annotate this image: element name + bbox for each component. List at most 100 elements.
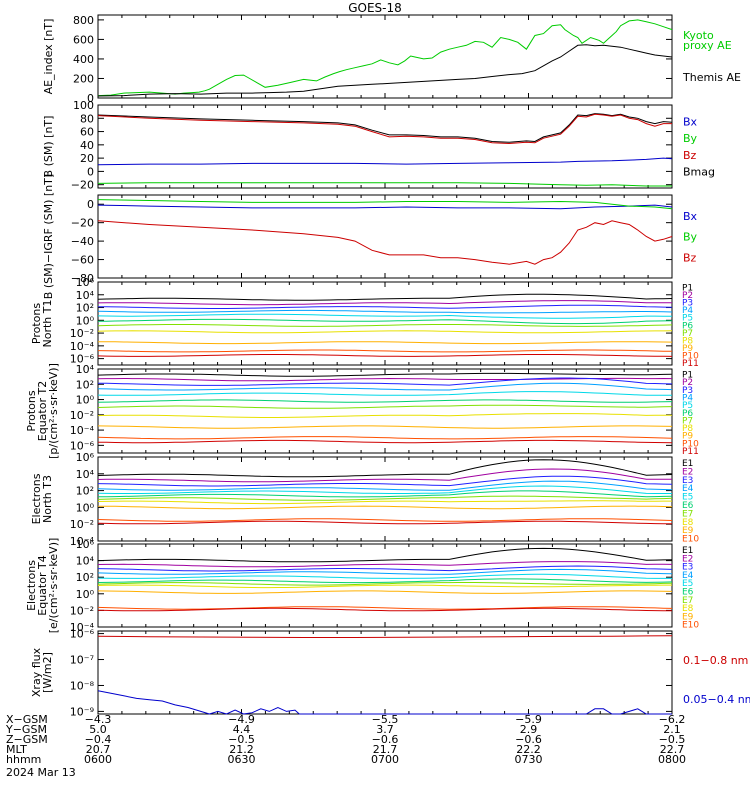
channel-P6: [97, 399, 673, 403]
legend-label: P11: [682, 359, 699, 369]
legend-label: E5: [682, 579, 693, 589]
y-tick-label: 10²: [76, 571, 94, 584]
series-bz: [97, 220, 673, 265]
axis-value: 0800: [658, 753, 686, 766]
series-0-1-0-8-nm: [97, 635, 673, 638]
legend-label: E2: [682, 467, 693, 477]
y-tick-label: 600: [73, 33, 94, 46]
axis-value: 0730: [515, 753, 543, 766]
legend-label: Bmag: [683, 165, 715, 178]
legend-label: P6: [682, 409, 693, 419]
channel-P3: [97, 304, 673, 309]
y-tick-label: 10⁶: [76, 451, 95, 464]
axis-row-label: X−GSM: [6, 713, 48, 726]
channel-E10: [97, 518, 673, 522]
channel-P2: [97, 300, 672, 306]
y-tick-label: 0: [87, 165, 94, 178]
legend-label: E8: [682, 604, 694, 614]
axis-value: 4.4: [233, 723, 251, 736]
y-tick-label: 10⁻²: [70, 604, 94, 617]
legend-label: P10: [682, 351, 699, 361]
legend-label: E9: [682, 612, 694, 622]
channel-E7: [97, 582, 673, 586]
series-bx: [97, 204, 673, 210]
axis-value: −6.2: [659, 713, 686, 726]
y-tick-label: 10⁻²: [70, 327, 94, 340]
channel-P10: [97, 349, 673, 353]
y-tick-label: 10⁻⁸: [70, 679, 95, 692]
channel-E2: [97, 468, 672, 483]
channel-P7: [97, 404, 673, 409]
channel-P1: [97, 293, 673, 301]
y-tick-label: 10⁻⁶: [70, 353, 95, 366]
axis-row-label: Y−GSM: [5, 723, 47, 736]
legend-label: P9: [682, 344, 693, 354]
legend-label: E5: [682, 493, 693, 503]
legend-label: P4: [682, 306, 693, 316]
legend-label: P3: [682, 386, 693, 396]
channel-E5: [97, 573, 672, 579]
channel-E3: [97, 475, 673, 487]
axis-row-label: MLT: [6, 743, 27, 756]
axis-value: −5.5: [372, 713, 399, 726]
legend-label: P10: [682, 439, 699, 449]
axis-value: 0700: [371, 753, 399, 766]
y-axis-label: [W/m2]: [41, 652, 54, 693]
legend-label: E10: [682, 535, 699, 545]
legend-label: By: [683, 132, 698, 145]
legend-label: E7: [682, 596, 693, 606]
y-tick-label: 10⁰: [76, 501, 95, 514]
y-tick-label: 10⁻⁶: [70, 628, 95, 641]
channel-P9: [97, 341, 673, 345]
channel-P5: [97, 391, 672, 396]
channel-E9: [98, 505, 673, 510]
channel-E1: [97, 607, 673, 612]
legend-label: P3: [682, 299, 693, 309]
channel-P8: [97, 413, 672, 418]
y-axis-label: Equator T4: [36, 555, 49, 615]
series-bz: [97, 113, 672, 145]
series-0-05-0-4-nm: [97, 690, 672, 715]
channel-E9: [97, 590, 673, 594]
legend-label: Bz: [683, 251, 697, 264]
channel-E4: [97, 480, 673, 491]
legend-label: E10: [682, 621, 699, 631]
channel-P5: [97, 313, 672, 319]
y-tick-label: 60: [80, 126, 94, 139]
legend-label: Bx: [683, 116, 698, 129]
y-axis-label: North T1: [41, 300, 54, 348]
legend-label: P4: [682, 393, 693, 403]
series-by: [97, 182, 672, 187]
legend-label: Bx: [683, 210, 698, 223]
axis-value: 5.0: [89, 723, 107, 736]
legend-label: P8: [682, 424, 693, 434]
channel-E6: [98, 490, 673, 498]
y-axis-label: Equator T2: [36, 381, 49, 441]
y-tick-label: 0: [87, 198, 94, 211]
y-tick-label: 10⁻²: [70, 409, 94, 422]
y-tick-label: 10⁴: [76, 555, 95, 568]
legend-label: 0.05−0.4 nm: [683, 693, 750, 706]
channel-E7: [97, 495, 673, 501]
series-bx: [97, 157, 673, 166]
y-tick-label: 800: [73, 14, 94, 27]
axis-value: −0.6: [372, 733, 399, 746]
y-tick-label: 10⁻⁹: [70, 705, 94, 718]
axis-value: 3.7: [376, 723, 394, 736]
channel-P3: [97, 377, 673, 386]
y-tick-label: 10⁻⁴: [70, 424, 95, 437]
y-axis-label: Protons: [30, 303, 43, 344]
panel-frame-8: [97, 630, 673, 715]
y-tick-label: 10⁶: [76, 276, 95, 289]
legend-label: P2: [682, 378, 693, 388]
channel-P11: [97, 439, 673, 444]
channel-E4: [97, 568, 673, 575]
legend-label: proxy AE: [683, 39, 732, 52]
y-tick-label: −20: [71, 179, 94, 192]
y-tick-label: −80: [71, 272, 94, 285]
channel-P10: [97, 436, 673, 440]
y-tick-label: 10⁴: [76, 468, 95, 481]
y-tick-label: 10⁴: [76, 289, 95, 302]
y-tick-label: 10⁻⁴: [70, 621, 95, 634]
